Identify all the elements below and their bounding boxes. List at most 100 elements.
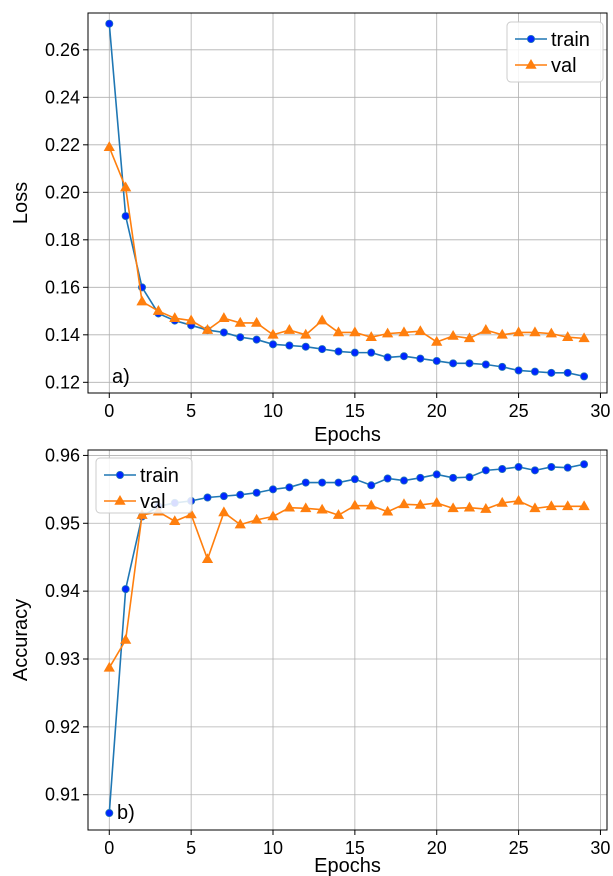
data-point-val [578, 332, 590, 343]
data-point-val [218, 506, 230, 517]
data-point-train [252, 488, 261, 497]
data-point-val [349, 499, 361, 510]
data-point-train [105, 809, 114, 818]
y-tick-label: 0.18 [45, 230, 80, 250]
y-tick-label: 0.14 [45, 325, 80, 345]
data-point-val [201, 553, 214, 564]
data-point-train [318, 478, 327, 487]
legend-label-val: val [140, 491, 166, 513]
y-axis-label: Accuracy [10, 599, 32, 681]
data-point-val [332, 326, 345, 337]
data-point-val [283, 324, 296, 334]
data-point-val [234, 518, 246, 529]
axes-frame [87, 449, 608, 831]
data-point-val [365, 331, 377, 341]
data-point-train [416, 354, 425, 363]
data-point-val [120, 633, 132, 644]
data-point-train [105, 19, 114, 28]
data-point-train [367, 481, 376, 490]
y-tick-label: 0.22 [45, 135, 80, 155]
data-point-val [218, 312, 230, 322]
data-point-train [219, 492, 228, 501]
data-point-val [136, 509, 148, 519]
data-point-train [465, 359, 474, 368]
data-point-val [496, 328, 508, 339]
legend-label-train: train [551, 29, 590, 51]
x-tick-label: 0 [104, 401, 114, 421]
panel-label: b) [117, 802, 135, 824]
data-point-train [580, 460, 589, 469]
legend-label-val: val [551, 55, 577, 77]
data-point-val [496, 496, 508, 507]
data-point-val [365, 499, 377, 510]
y-tick-label: 0.16 [45, 277, 80, 297]
legend-label-train: train [140, 465, 179, 487]
data-point-val [562, 331, 574, 341]
data-point-train [498, 362, 507, 371]
data-point-val [512, 326, 525, 337]
data-point-val [267, 510, 279, 521]
data-point-train [481, 466, 490, 475]
data-point-val [431, 496, 443, 507]
x-tick-label: 10 [263, 401, 283, 421]
data-point-val [529, 326, 541, 337]
data-point-train [121, 585, 130, 594]
data-point-train [449, 473, 458, 482]
data-point-train [416, 473, 425, 482]
legend-marker-train [116, 470, 125, 479]
data-point-train [383, 353, 392, 362]
data-point-train [399, 476, 408, 485]
data-point-val [545, 327, 557, 338]
data-point-train [334, 478, 343, 487]
x-tick-label: 30 [590, 401, 610, 421]
y-tick-label: 0.91 [45, 785, 80, 805]
legend-marker-train [527, 35, 536, 44]
x-tick-label: 25 [509, 401, 529, 421]
legend: train val [95, 457, 193, 514]
data-point-val [545, 500, 557, 511]
data-point-val [431, 335, 443, 346]
data-point-train [269, 340, 278, 349]
data-point-val [103, 141, 115, 151]
data-point-train [301, 342, 310, 351]
data-point-val [562, 500, 574, 511]
data-point-val [414, 325, 426, 336]
data-point-val [463, 501, 476, 512]
data-point-val [316, 503, 328, 514]
data-point-val [234, 316, 246, 327]
data-point-train [563, 463, 572, 472]
y-axis-label: Loss [10, 182, 32, 224]
data-point-val [463, 332, 476, 343]
data-point-val [578, 500, 590, 511]
data-point-train [219, 328, 228, 337]
data-point-val [398, 498, 410, 509]
data-point-val [381, 327, 394, 338]
data-point-val [169, 515, 181, 526]
data-point-val [398, 326, 410, 337]
data-point-val [529, 502, 541, 513]
y-tick-label: 0.95 [45, 513, 80, 533]
data-point-val [267, 328, 279, 339]
data-point-train [498, 464, 507, 473]
data-point-train [514, 366, 523, 375]
data-point-val [251, 316, 263, 327]
data-point-val [136, 295, 148, 306]
y-tick-label: 0.96 [45, 445, 80, 465]
data-point-train [285, 341, 294, 350]
data-point-val [300, 328, 312, 339]
data-point-train [383, 474, 392, 483]
data-point-train [514, 462, 523, 471]
data-point-train [203, 493, 212, 502]
data-point-train [301, 478, 310, 487]
data-point-train [236, 333, 245, 342]
x-tick-label: 25 [509, 838, 529, 858]
x-tick-label: 0 [104, 838, 114, 858]
x-axis-label: Epochs [314, 855, 381, 876]
x-tick-label: 20 [427, 838, 447, 858]
data-point-train [547, 368, 556, 377]
data-point-train [465, 473, 474, 482]
x-tick-label: 10 [263, 838, 283, 858]
y-tick-label: 0.92 [45, 717, 80, 737]
data-point-val [185, 314, 197, 325]
